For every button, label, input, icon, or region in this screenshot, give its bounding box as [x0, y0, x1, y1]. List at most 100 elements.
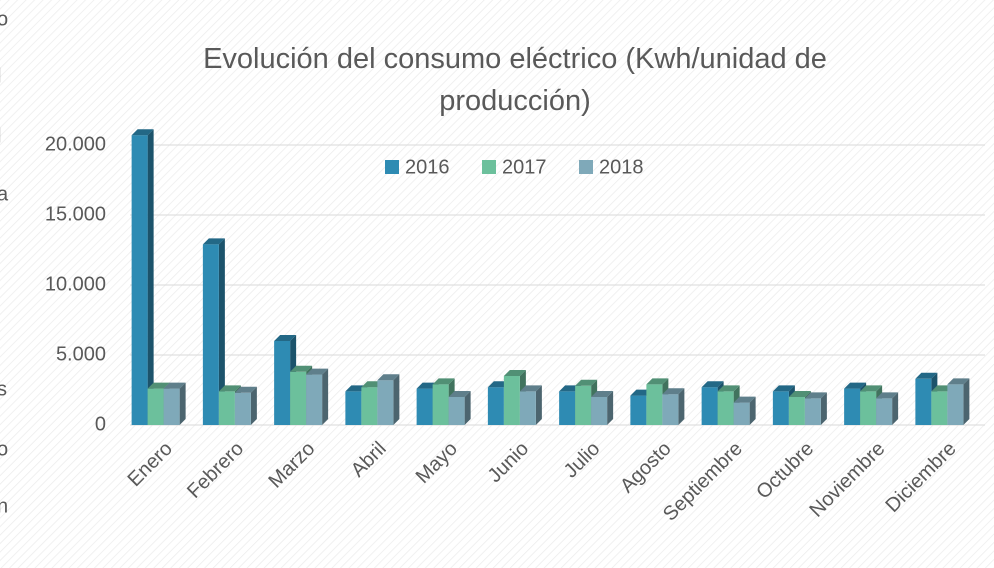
bar — [717, 391, 734, 425]
bar — [915, 378, 932, 425]
bar-top — [876, 392, 899, 399]
y-tick-label: 0 — [95, 413, 106, 435]
y-tick-label: 5.000 — [56, 343, 106, 365]
legend-label: 2016 — [405, 156, 450, 178]
bar — [876, 398, 893, 425]
bar-top — [804, 392, 827, 399]
bar — [345, 391, 362, 425]
bar-side — [963, 378, 970, 425]
bar — [377, 380, 394, 425]
bar — [662, 394, 679, 425]
bar-side — [179, 382, 186, 425]
y-tick-label: 10.000 — [45, 273, 106, 295]
bar — [804, 398, 821, 425]
bar-top — [163, 382, 186, 389]
bar — [432, 384, 449, 425]
bar-top — [202, 238, 225, 245]
bar-top — [290, 365, 313, 372]
bar — [519, 391, 536, 425]
bar — [772, 391, 789, 425]
legend-swatch — [385, 160, 399, 174]
bar — [202, 244, 219, 425]
bar-top — [218, 385, 241, 392]
bar-top — [234, 386, 257, 393]
bar-side — [218, 238, 225, 425]
bar-side — [250, 386, 257, 425]
bar — [733, 402, 750, 425]
y-tick-label: 15.000 — [45, 203, 106, 225]
bar — [306, 374, 323, 425]
bar-side — [678, 388, 685, 425]
bar — [147, 388, 164, 425]
bar — [290, 371, 307, 425]
bar — [274, 341, 291, 425]
legend-label: 2017 — [502, 156, 547, 178]
bar-top — [519, 385, 542, 392]
bar — [503, 376, 520, 425]
bar — [844, 388, 861, 425]
bar-top — [701, 381, 724, 388]
bar-top — [432, 378, 455, 385]
bar-side — [535, 385, 542, 425]
bar-top — [662, 388, 685, 395]
bar-side — [749, 396, 756, 425]
bar-side — [322, 368, 329, 425]
bar-top — [147, 382, 170, 389]
margin-text: o — [0, 438, 8, 460]
bar-side — [147, 129, 154, 425]
bar — [591, 397, 608, 425]
bar-top — [844, 382, 867, 389]
bar-side — [464, 391, 471, 425]
bar — [788, 397, 805, 425]
bar-top — [448, 391, 471, 397]
margin-text: n — [0, 495, 8, 517]
bar-top — [591, 391, 614, 397]
bar — [701, 387, 718, 425]
chart-title: Evolución del consumo eléctrico (Kwh/uni… — [203, 43, 827, 117]
bar — [947, 384, 964, 425]
bar-top — [646, 378, 669, 385]
bar — [860, 391, 877, 425]
bar-top — [717, 385, 740, 392]
margin-text: l — [0, 65, 1, 87]
bar — [163, 388, 180, 425]
bar — [487, 387, 504, 425]
bar-side — [892, 392, 899, 425]
bar-top — [772, 385, 795, 392]
bar-top — [947, 378, 970, 385]
margin-text: a — [0, 183, 9, 205]
bar — [131, 135, 148, 425]
legend-label: 2018 — [599, 156, 644, 178]
legend-swatch — [579, 160, 593, 174]
bar-top — [575, 379, 598, 386]
bar-top — [860, 385, 883, 392]
margin-text: l — [0, 125, 1, 147]
margin-text: o — [0, 8, 8, 30]
bar — [630, 395, 647, 425]
bar-side — [607, 391, 614, 425]
bar-top — [306, 368, 329, 375]
bar — [448, 397, 465, 425]
bar — [931, 391, 948, 425]
bar-top — [377, 374, 400, 381]
bar — [234, 392, 251, 425]
bar-side — [820, 392, 827, 425]
bar-top — [274, 335, 297, 341]
bar — [416, 388, 433, 425]
legend-swatch — [482, 160, 496, 174]
bar — [575, 385, 592, 425]
bar-top — [915, 372, 938, 379]
bar — [218, 391, 235, 425]
bar-top — [503, 370, 526, 376]
bar-side — [393, 374, 400, 425]
margin-text: s — [0, 378, 7, 400]
bar-top — [733, 396, 756, 403]
bar-top — [788, 391, 811, 397]
bar-top — [131, 129, 154, 136]
bar — [646, 384, 663, 425]
y-tick-label: 20.000 — [45, 133, 106, 155]
bar — [559, 391, 576, 425]
